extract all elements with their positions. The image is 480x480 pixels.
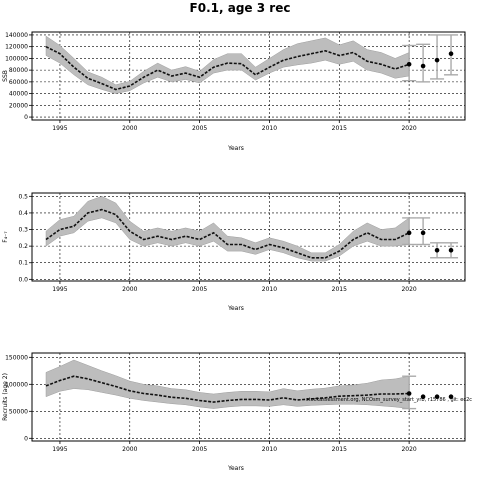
data-marks	[45, 359, 454, 410]
y-tick-label: 0	[24, 435, 28, 442]
x-tick-label: 2010	[262, 125, 277, 132]
x-tick-label: 2000	[122, 446, 137, 453]
x-tick-label: 2005	[192, 286, 207, 293]
y-tick-label: 50000	[9, 408, 28, 415]
forecast-point	[406, 61, 412, 67]
forecast-point	[448, 51, 454, 57]
y-tick-label: 0	[24, 114, 28, 121]
y-axis-label: SSB	[2, 70, 9, 82]
estimate-line	[45, 45, 410, 91]
x-axis-label: Years	[227, 305, 244, 312]
panel-fishing-mortality: 1995 2000 2005 2010 2015 2020 0.0 0.1 0.2 0.3 0.4 0…	[2, 192, 466, 312]
data-marks	[45, 34, 459, 94]
x-tick-label: 1995	[52, 125, 67, 132]
forecast-point	[420, 394, 426, 400]
y-tick-label: 0.5	[18, 193, 28, 200]
y-tick-label: 20000	[9, 102, 28, 109]
estimate-line	[45, 375, 410, 403]
confidence-band	[45, 196, 410, 262]
panel-ssb: 1995 2000 2005 2010 2015 2020 0 20000 40000 60000…	[2, 31, 466, 152]
plot-area	[31, 192, 466, 282]
y-tick-label: 100000	[5, 381, 28, 388]
x-tick-label: 2005	[192, 125, 207, 132]
figure-title: F0.1, age 3 rec	[190, 1, 291, 15]
y-axis-label: F₄₋₇	[2, 231, 9, 243]
y-tick-label: 120000	[5, 44, 28, 51]
axes: 1995 2000 2005 2010 2015 2020 0 50000 100000 1500…	[5, 354, 417, 453]
estimate-line	[45, 208, 410, 259]
x-tick-label: 1995	[52, 286, 67, 293]
y-tick-label: 0.2	[18, 243, 28, 250]
axes: 1995 2000 2005 2010 2015 2020 0 20000 40000 60000…	[5, 32, 417, 132]
y-tick-label: 140000	[5, 32, 28, 39]
y-tick-label: 0.3	[18, 227, 28, 234]
forecast-point	[406, 230, 412, 236]
confidence-band	[45, 35, 410, 94]
forecast-point	[420, 63, 426, 69]
x-tick-label: 2020	[401, 125, 416, 132]
axes: 1995 2000 2005 2010 2015 2020 0.0 0.1 0.2 0.3 0.4 0…	[18, 193, 416, 293]
x-axis-label: Years	[227, 145, 244, 152]
x-tick-label: 2020	[401, 286, 416, 293]
forecast-point	[434, 394, 440, 400]
x-tick-label: 2005	[192, 446, 207, 453]
y-tick-label: 80000	[9, 67, 28, 74]
x-tick-label: 2020	[401, 446, 416, 453]
forecast-point	[406, 391, 412, 396]
data-marks	[45, 196, 459, 262]
x-tick-label: 2010	[262, 286, 277, 293]
forecast-point	[420, 230, 426, 236]
x-tick-label: 2015	[332, 286, 347, 293]
y-tick-label: 100000	[5, 55, 28, 62]
panel-recruits: 1995 2000 2005 2010 2015 2020 0 50000 100000 1500…	[2, 352, 472, 472]
x-tick-label: 2000	[122, 286, 137, 293]
x-tick-label: 2015	[332, 446, 347, 453]
forecast-point	[434, 57, 440, 63]
y-tick-label: 40000	[9, 91, 28, 98]
y-axis-label: Recruits (age 2)	[2, 373, 9, 421]
forecast-point	[434, 247, 440, 253]
y-tick-label: 0.1	[18, 260, 28, 267]
source-annotation: stockassessment.org, NCOsm_survey_start_…	[306, 397, 472, 403]
forecast-point	[448, 394, 454, 400]
y-tick-label: 0.0	[18, 276, 28, 283]
plot-area	[31, 31, 466, 121]
x-axis-label: Years	[227, 465, 244, 472]
x-tick-label: 2000	[122, 125, 137, 132]
x-tick-label: 2015	[332, 125, 347, 132]
y-tick-label: 60000	[9, 79, 28, 86]
x-tick-label: 2010	[262, 446, 277, 453]
y-tick-label: 0.4	[18, 210, 28, 217]
x-tick-label: 1995	[52, 446, 67, 453]
y-tick-label: 150000	[5, 354, 28, 361]
forecast-point	[448, 247, 454, 253]
plot-area	[31, 352, 466, 442]
